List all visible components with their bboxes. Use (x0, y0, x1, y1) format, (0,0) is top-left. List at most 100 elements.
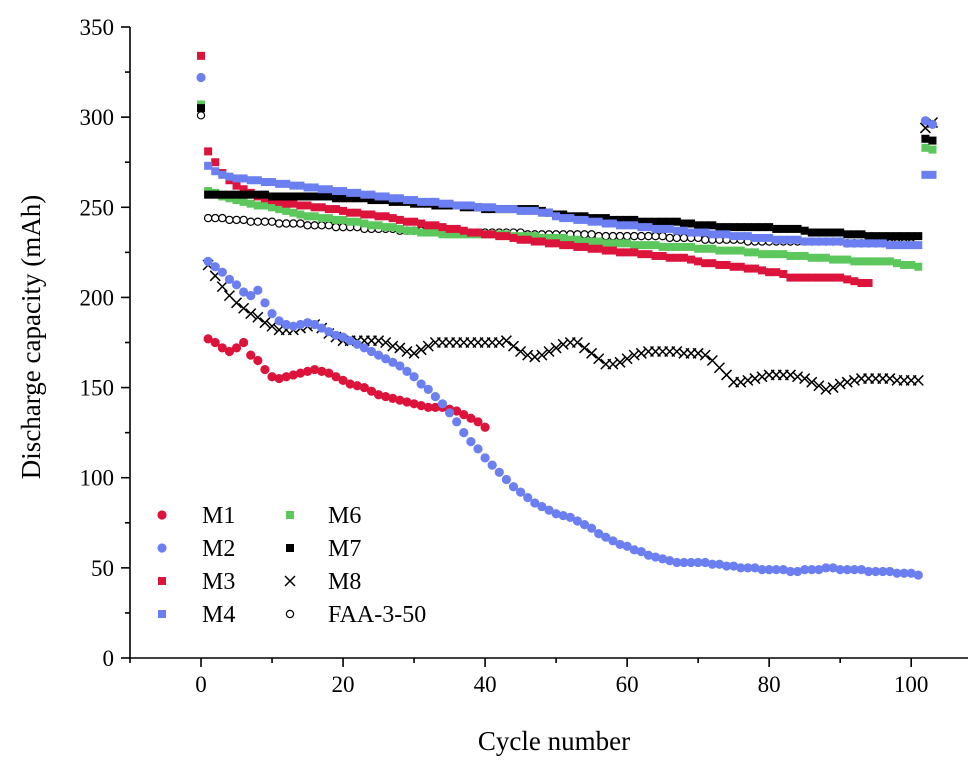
data-point (651, 231, 660, 241)
data-point (246, 190, 255, 199)
data-point (530, 206, 539, 215)
data-point (814, 228, 823, 237)
legend-marker (285, 609, 295, 619)
data-point (473, 203, 482, 212)
data-point (410, 217, 419, 226)
data-point (736, 246, 745, 255)
data-point (687, 219, 696, 228)
data-point (850, 257, 859, 266)
data-point (772, 250, 781, 259)
data-point (417, 228, 426, 237)
data-point (743, 563, 753, 573)
data-point (601, 532, 611, 542)
data-point (331, 205, 340, 214)
data-point (360, 219, 369, 228)
legend-label: M3 (202, 569, 235, 595)
data-point (672, 557, 682, 568)
data-point (239, 337, 249, 348)
data-point (410, 226, 419, 235)
data-point (572, 516, 583, 526)
data-point (658, 224, 667, 233)
data-point (699, 349, 711, 361)
data-point (722, 223, 731, 232)
data-point (552, 212, 561, 221)
data-point (246, 291, 256, 301)
data-point (593, 353, 605, 365)
x-axis-title: Cycle number (478, 726, 630, 756)
data-point (324, 327, 334, 337)
data-point (608, 239, 617, 248)
data-point (757, 565, 767, 575)
data-point (806, 376, 818, 388)
data-point (900, 241, 909, 250)
data-point (892, 568, 902, 578)
data-point (912, 374, 924, 386)
data-point (516, 206, 525, 215)
legend-item-m1: M1 (157, 503, 235, 529)
data-point (779, 235, 788, 244)
data-point (210, 262, 220, 272)
data-point (289, 219, 298, 228)
data-point (410, 196, 419, 205)
data-point (537, 208, 546, 217)
data-point (424, 221, 433, 230)
data-point (260, 364, 270, 375)
data-point (260, 178, 269, 187)
data-point (578, 342, 591, 354)
data-point (921, 143, 930, 152)
data-point (701, 244, 710, 253)
data-point (282, 199, 291, 208)
data-point (566, 214, 575, 223)
data-point (310, 183, 319, 192)
data-point (558, 510, 568, 521)
data-point (665, 242, 674, 251)
data-point (211, 158, 220, 167)
data-point (764, 565, 774, 575)
data-point (878, 232, 887, 241)
data-point (800, 226, 809, 235)
data-point (906, 568, 916, 578)
data-point (729, 262, 738, 271)
data-point (310, 221, 319, 230)
data-point (232, 196, 241, 205)
data-point (296, 219, 305, 228)
data-point (665, 253, 674, 262)
data-point (864, 239, 873, 248)
data-point (848, 374, 860, 386)
data-point (557, 338, 569, 350)
data-point (878, 257, 887, 266)
data-point (259, 317, 271, 329)
data-point (580, 237, 589, 246)
data-point (197, 51, 206, 60)
data-point (402, 226, 411, 235)
data-point (694, 228, 703, 237)
data-point (495, 205, 504, 214)
data-point (885, 232, 894, 241)
data-point (765, 233, 774, 242)
data-point (736, 563, 746, 573)
data-point (899, 568, 909, 578)
data-point (331, 372, 341, 382)
data-point (388, 357, 398, 367)
legend-marker (158, 610, 166, 618)
y-tick-label: 250 (80, 195, 115, 220)
data-point (196, 72, 206, 83)
data-point (821, 253, 830, 262)
data-point (807, 237, 816, 246)
data-point (260, 217, 270, 226)
data-point (253, 285, 263, 295)
data-point (878, 566, 888, 577)
data-point (907, 241, 916, 250)
legend-marker (157, 510, 167, 520)
data-point (360, 190, 369, 199)
data-point (495, 232, 504, 241)
data-point (295, 368, 306, 378)
data-point (835, 565, 845, 575)
data-point (630, 241, 639, 250)
data-point (282, 206, 291, 215)
data-point (821, 237, 830, 246)
data-point (409, 399, 419, 409)
data-point (616, 215, 625, 224)
data-point (339, 206, 348, 215)
data-point (217, 343, 227, 353)
